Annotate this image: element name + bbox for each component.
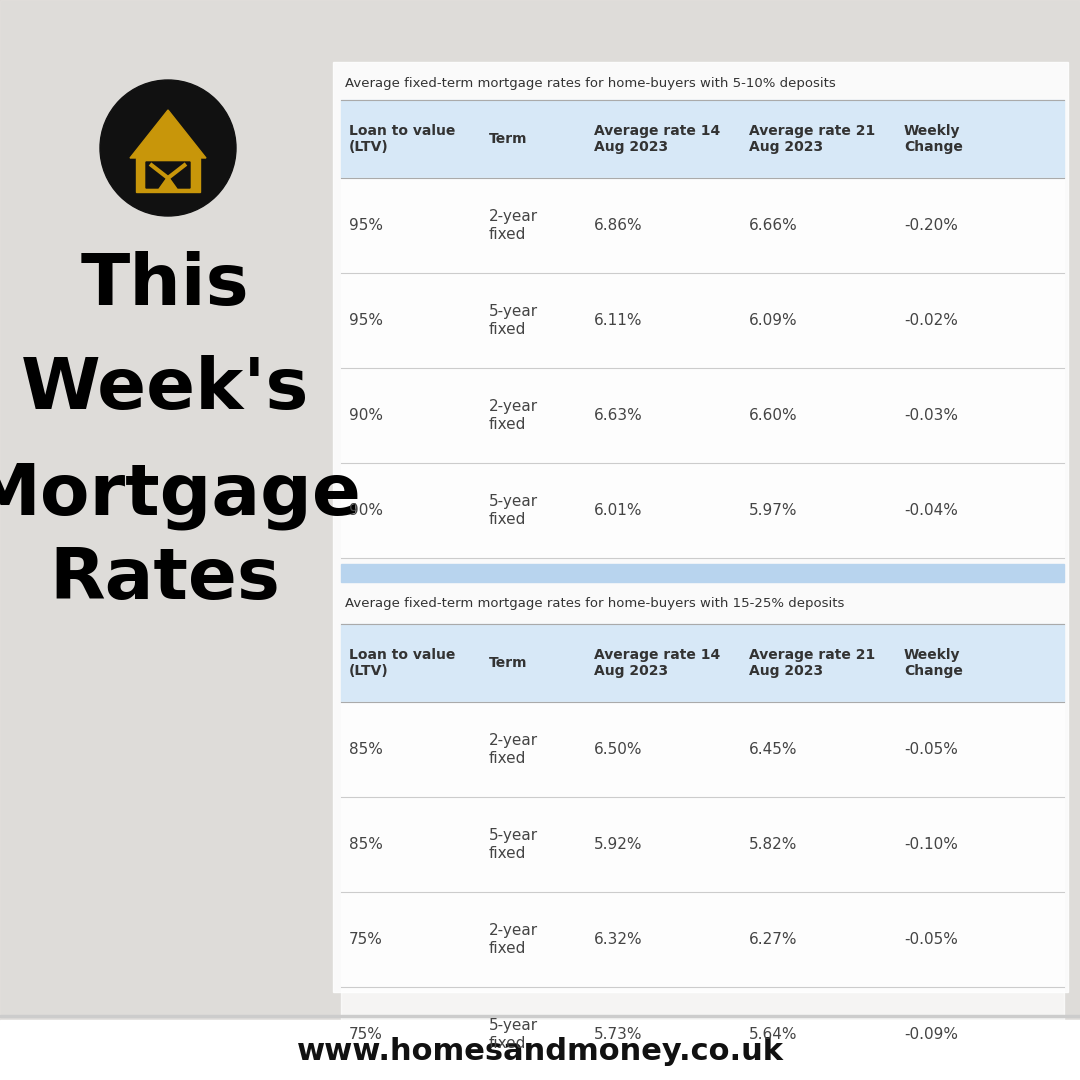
Text: 75%: 75% xyxy=(349,932,383,947)
Text: 90%: 90% xyxy=(349,503,383,518)
Text: Term: Term xyxy=(489,132,527,146)
Text: Average rate 21
Aug 2023: Average rate 21 Aug 2023 xyxy=(750,123,875,154)
Text: 6.01%: 6.01% xyxy=(594,503,643,518)
Text: -0.05%: -0.05% xyxy=(904,742,958,757)
Text: 2-year
fixed: 2-year fixed xyxy=(489,732,538,767)
Text: Rates: Rates xyxy=(50,545,281,615)
Text: 95%: 95% xyxy=(349,218,383,233)
Text: -0.05%: -0.05% xyxy=(904,932,958,947)
Text: 5-year
fixed: 5-year fixed xyxy=(489,827,538,862)
Bar xyxy=(341,624,1064,702)
Bar xyxy=(341,368,1064,463)
Text: 6.09%: 6.09% xyxy=(750,313,798,328)
Bar xyxy=(341,100,1064,178)
Bar xyxy=(341,178,1064,273)
Polygon shape xyxy=(136,158,200,192)
Text: -0.04%: -0.04% xyxy=(904,503,958,518)
Text: -0.09%: -0.09% xyxy=(904,1027,958,1042)
Text: 5.97%: 5.97% xyxy=(750,503,797,518)
Text: 85%: 85% xyxy=(349,837,383,852)
Text: Mortgage: Mortgage xyxy=(0,460,362,529)
Text: Average rate 21
Aug 2023: Average rate 21 Aug 2023 xyxy=(750,648,875,678)
Text: 6.66%: 6.66% xyxy=(750,218,798,233)
Text: 6.86%: 6.86% xyxy=(594,218,643,233)
Text: Loan to value
(LTV): Loan to value (LTV) xyxy=(349,648,456,678)
Bar xyxy=(333,62,1068,993)
Text: Loan to value
(LTV): Loan to value (LTV) xyxy=(349,123,456,154)
Circle shape xyxy=(100,80,237,216)
Text: Term: Term xyxy=(489,656,527,670)
Text: www.homesandmoney.co.uk: www.homesandmoney.co.uk xyxy=(297,1038,783,1067)
Polygon shape xyxy=(130,110,206,158)
Text: 6.63%: 6.63% xyxy=(594,408,643,423)
Text: 5.73%: 5.73% xyxy=(594,1027,643,1042)
Text: 5.82%: 5.82% xyxy=(750,837,797,852)
Text: 90%: 90% xyxy=(349,408,383,423)
Bar xyxy=(341,564,1064,582)
Text: 6.45%: 6.45% xyxy=(750,742,797,757)
Bar xyxy=(341,797,1064,892)
Text: 5-year
fixed: 5-year fixed xyxy=(489,494,538,527)
Text: Weekly
Change: Weekly Change xyxy=(904,123,963,154)
Text: This: This xyxy=(81,251,249,320)
Text: 5-year
fixed: 5-year fixed xyxy=(489,303,538,337)
Polygon shape xyxy=(146,162,190,188)
Text: 85%: 85% xyxy=(349,742,383,757)
Text: Average fixed-term mortgage rates for home-buyers with 15-25% deposits: Average fixed-term mortgage rates for ho… xyxy=(345,597,845,610)
Text: 5-year
fixed: 5-year fixed xyxy=(489,1017,538,1051)
Text: 6.50%: 6.50% xyxy=(594,742,643,757)
Text: 5.64%: 5.64% xyxy=(750,1027,797,1042)
Text: Average fixed-term mortgage rates for home-buyers with 5-10% deposits: Average fixed-term mortgage rates for ho… xyxy=(345,77,836,90)
Text: Weekly
Change: Weekly Change xyxy=(904,648,963,678)
Text: 2-year
fixed: 2-year fixed xyxy=(489,399,538,432)
Bar xyxy=(341,892,1064,987)
Text: 6.27%: 6.27% xyxy=(750,932,797,947)
Text: Week's: Week's xyxy=(21,355,309,424)
Bar xyxy=(0,1015,1080,1017)
Text: -0.02%: -0.02% xyxy=(904,313,958,328)
Bar xyxy=(0,1020,1080,1080)
Text: 2-year
fixed: 2-year fixed xyxy=(489,208,538,242)
Text: Average rate 14
Aug 2023: Average rate 14 Aug 2023 xyxy=(594,123,720,154)
Text: 2-year
fixed: 2-year fixed xyxy=(489,922,538,956)
Bar xyxy=(341,273,1064,368)
Bar xyxy=(341,987,1064,1080)
Text: 6.11%: 6.11% xyxy=(594,313,643,328)
Text: -0.20%: -0.20% xyxy=(904,218,958,233)
Text: 75%: 75% xyxy=(349,1027,383,1042)
Text: 6.60%: 6.60% xyxy=(750,408,798,423)
Bar xyxy=(341,702,1064,797)
Text: 95%: 95% xyxy=(349,313,383,328)
Text: 5.92%: 5.92% xyxy=(594,837,643,852)
Text: 6.32%: 6.32% xyxy=(594,932,643,947)
Bar xyxy=(341,463,1064,558)
Text: Average rate 14
Aug 2023: Average rate 14 Aug 2023 xyxy=(594,648,720,678)
Text: -0.10%: -0.10% xyxy=(904,837,958,852)
Text: -0.03%: -0.03% xyxy=(904,408,958,423)
